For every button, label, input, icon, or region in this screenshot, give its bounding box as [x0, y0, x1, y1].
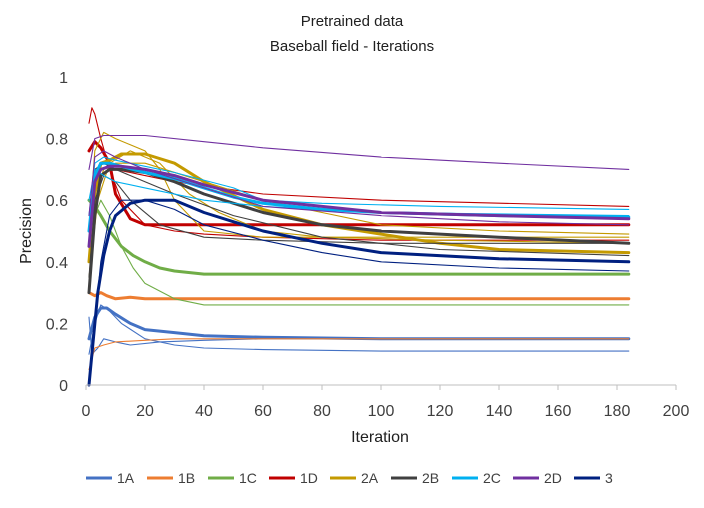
legend-item-1D: 1D: [269, 470, 318, 486]
x-tick-label: 120: [427, 403, 454, 420]
x-tick-label: 100: [368, 403, 395, 420]
x-tick-label: 180: [604, 403, 631, 420]
x-tick-label: 0: [82, 403, 91, 420]
legend-label: 2B: [422, 470, 439, 486]
legend-item-2B: 2B: [391, 470, 439, 486]
legend-item-2D: 2D: [513, 470, 562, 486]
chart-title: Pretrained data: [301, 13, 404, 30]
legend-item-1C: 1C: [208, 470, 257, 486]
x-tick-label: 20: [136, 403, 154, 420]
series-2D: [87, 134, 631, 248]
legend-item-3: 3: [574, 470, 613, 486]
y-tick-label: 0.4: [46, 255, 68, 272]
series-line-3-1: [87, 198, 631, 387]
x-tick-label: 80: [313, 403, 331, 420]
legend-label: 3: [605, 470, 613, 486]
series-line-1D-1: [87, 140, 631, 227]
series-line-2B-1: [87, 167, 631, 295]
series-1C: [87, 198, 631, 306]
legend-label: 2A: [361, 470, 379, 486]
legend: 1A 1B 1C 1D 2A 2B 2C 2D 3: [86, 470, 613, 486]
series-3: [87, 198, 631, 387]
y-tick-label: 0.6: [46, 193, 68, 210]
legend-label: 1D: [300, 470, 318, 486]
x-axis-title: Iteration: [351, 429, 409, 446]
legend-label: 2D: [544, 470, 562, 486]
axes: 0 20 40 60 80 100 120 140 160 180 200 0 0.2 0.4 0.6 0.8…: [46, 70, 690, 420]
x-tick-label: 160: [545, 403, 572, 420]
y-tick-label: 0.8: [46, 132, 68, 149]
legend-label: 1C: [239, 470, 257, 486]
series-line-2D-1: [87, 164, 631, 248]
series-line-1B-2: [88, 338, 630, 371]
x-tick-label: 60: [254, 403, 272, 420]
y-axis-title: Precision: [18, 198, 35, 264]
series-line-1C-1: [87, 198, 631, 276]
y-tick-label: 0.2: [46, 316, 68, 333]
legend-item-1A: 1A: [86, 470, 135, 486]
series-line-2A-4: [88, 150, 630, 278]
legend-label: 2C: [483, 470, 501, 486]
x-tick-label: 40: [195, 403, 213, 420]
legend-label: 1B: [178, 470, 195, 486]
series-line-1C-2: [88, 199, 630, 306]
series-line-3-2: [88, 199, 630, 386]
plot-area: [87, 107, 631, 387]
legend-item-1B: 1B: [147, 470, 195, 486]
series-line-2C-2: [88, 156, 630, 217]
legend-item-2A: 2A: [330, 470, 379, 486]
y-tick-label: 1: [59, 70, 68, 87]
x-tick-label: 200: [663, 403, 690, 420]
series-line-2D-3: [88, 150, 630, 226]
legend-label: 1A: [117, 470, 135, 486]
legend-item-2C: 2C: [452, 470, 501, 486]
y-tick-label: 0: [59, 378, 68, 395]
x-tick-label: 140: [486, 403, 513, 420]
chart-subtitle: Baseball field - Iterations: [270, 38, 434, 55]
series-line-2D-2: [88, 134, 630, 170]
